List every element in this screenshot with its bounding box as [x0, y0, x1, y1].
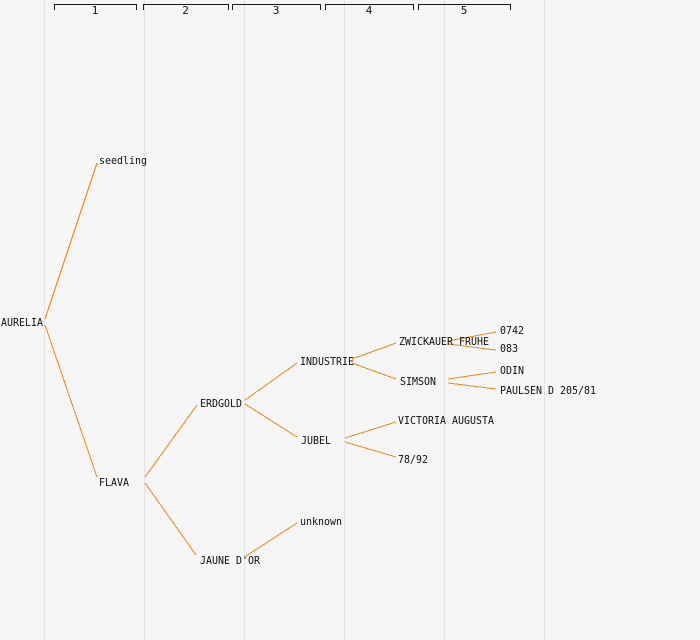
edge-jaune-d-or-unknown [245, 522, 298, 557]
node-label-0742[interactable]: 0742 [500, 324, 524, 337]
node-label-unknown[interactable]: unknown [300, 515, 342, 528]
edge-flava-erdgold [144, 404, 198, 478]
generation-label-1: 1 [92, 4, 99, 17]
node-label-78-92[interactable]: 78/92 [398, 453, 428, 466]
generation-bracket-4 [325, 4, 414, 10]
edge-erdgold-industrie [244, 362, 298, 401]
edge-zwickauer-fruhe-0742 [447, 331, 497, 342]
generation-bracket-5 [418, 4, 511, 10]
node-label-odin[interactable]: ODIN [500, 364, 524, 377]
generation-label-4: 4 [366, 4, 373, 17]
node-label-industrie[interactable]: INDUSTRIE [300, 355, 354, 368]
generation-label-5: 5 [461, 4, 468, 17]
edge-industrie-zwickauer-fruhe [351, 342, 397, 360]
edge-erdgold-jubel [244, 403, 298, 438]
node-label-flava[interactable]: FLAVA [99, 476, 129, 489]
edge-jubel-victoria-augusta [344, 421, 397, 439]
node-label-jaune-d-or[interactable]: JAUNE D'OR [200, 554, 260, 567]
node-label-zwickauer-fruhe[interactable]: ZWICKAUER FRUHE [399, 335, 489, 348]
generation-bracket-1 [54, 4, 137, 10]
edge-flava-jaune-d-or [144, 482, 197, 556]
edge-aurelia-flava [44, 324, 98, 478]
node-label-083[interactable]: 083 [500, 342, 518, 355]
generation-label-3: 3 [273, 4, 280, 17]
node-label-simson[interactable]: SIMSON [400, 375, 436, 388]
edge-jubel-78-92 [344, 441, 397, 458]
node-label-jubel[interactable]: JUBEL [301, 434, 331, 447]
generation-bracket-3 [232, 4, 321, 10]
node-label-paulsen-d-205-81[interactable]: PAULSEN D 205/81 [500, 384, 596, 397]
node-label-erdgold[interactable]: ERDGOLD [200, 397, 242, 410]
node-label-seedling[interactable]: seedling [99, 154, 147, 167]
edge-aurelia-seedling [44, 162, 98, 320]
generation-label-2: 2 [182, 4, 189, 17]
edge-simson-odin [447, 371, 497, 380]
edge-simson-paulsen-d-205-81 [447, 382, 497, 390]
node-label-victoria-augusta[interactable]: VICTORIA AUGUSTA [398, 414, 494, 427]
edge-industrie-simson [351, 362, 397, 380]
generation-bracket-2 [143, 4, 229, 10]
edge-zwickauer-fruhe-083 [447, 343, 497, 351]
node-label-aurelia[interactable]: AURELIA [1, 316, 43, 329]
